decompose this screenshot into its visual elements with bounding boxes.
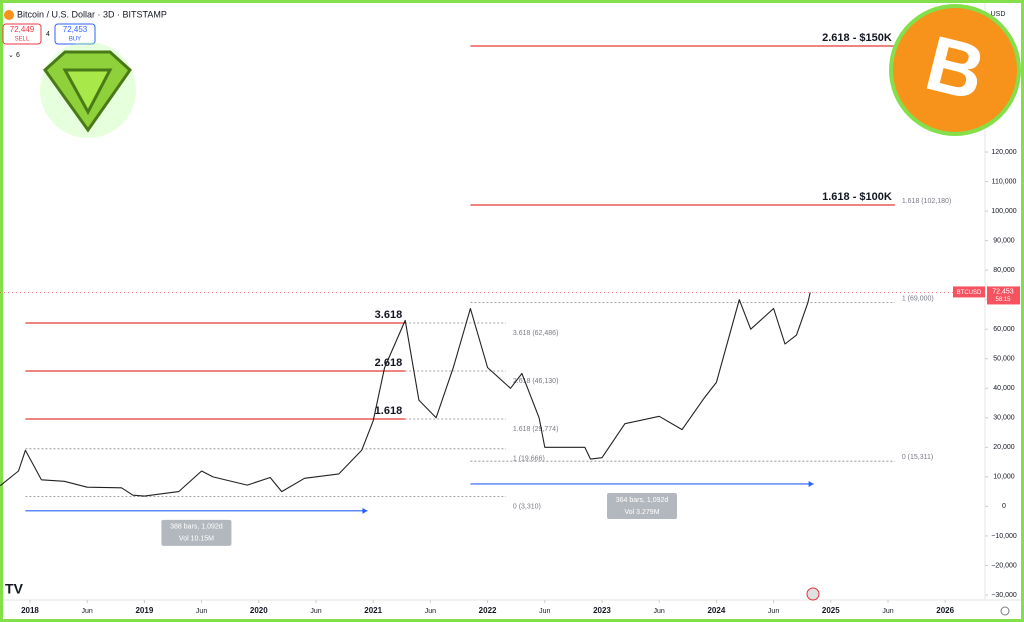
x-tick-label: Jun [82, 608, 93, 615]
x-tick-label: 2025 [822, 606, 840, 615]
x-tick-label: Jun [196, 608, 207, 615]
measure-label: Vol 10.15M [179, 536, 214, 543]
y-tick-label: 40,000 [993, 385, 1015, 392]
measure-arrow [362, 507, 368, 514]
sell-price: 72,449 [10, 25, 35, 34]
y-tick-label: −30,000 [991, 592, 1017, 599]
x-tick-label: Jun [539, 608, 550, 615]
target-label: 2.618 - $150K [822, 32, 892, 44]
indicator-toggle[interactable]: ⌄ [8, 52, 14, 59]
chart-title: Bitcoin / U.S. Dollar · 3D · BITSTAMP [17, 9, 167, 19]
x-tick-label: 2023 [593, 606, 611, 615]
symbol-icon [4, 10, 14, 20]
x-tick-label: 2020 [250, 606, 268, 615]
fib-label: 1.618 (29,774) [513, 426, 559, 433]
target-label: 3.618 [375, 309, 403, 321]
fib-label: 1 (69,000) [902, 295, 934, 302]
buy-label: BUY [69, 37, 81, 43]
y-tick-label: 100,000 [991, 208, 1016, 215]
bitcoin-logo: B [889, 4, 1021, 136]
last-price-box [987, 286, 1020, 305]
target-label: 1.618 [375, 405, 403, 417]
y-tick-label: 0 [1002, 503, 1006, 510]
x-tick-label: 2018 [21, 606, 39, 615]
last-price-name: BTCUSD [957, 290, 982, 296]
last-price-countdown: 58:15 [995, 297, 1011, 303]
x-tick-label: Jun [654, 608, 665, 615]
measure-arrow [808, 480, 814, 487]
measure-label: 388 bars, 1,092d [170, 524, 223, 531]
x-tick-label: 2026 [936, 606, 954, 615]
y-tick-label: 110,000 [992, 178, 1017, 185]
x-tick-label: Jun [882, 608, 893, 615]
fib-label: 0 (3,310) [513, 503, 541, 510]
buy-button[interactable] [54, 23, 96, 45]
tv-logo: TV [5, 581, 24, 597]
x-tick-label: 2022 [479, 606, 497, 615]
measure-box [161, 519, 232, 546]
gem-logo [40, 42, 136, 138]
y-tick-label: 10,000 [993, 474, 1015, 481]
price-line [0, 292, 811, 497]
x-tick-label: 2021 [364, 606, 382, 615]
last-price-label: 72,453 [992, 288, 1014, 295]
y-tick-label: 30,000 [993, 415, 1015, 422]
y-tick-label: −20,000 [991, 562, 1017, 569]
x-tick-label: 2024 [707, 606, 725, 615]
sell-label: SELL [15, 37, 30, 43]
y-tick-label: −10,000 [991, 533, 1017, 540]
x-tick-label: Jun [310, 608, 321, 615]
measure-label: 364 bars, 1,092d [616, 497, 669, 504]
y-tick-label: 20,000 [993, 444, 1015, 451]
y-tick-label: 80,000 [993, 267, 1015, 274]
currency: USD [991, 11, 1006, 18]
fib-label: 1.618 (102,180) [902, 198, 951, 205]
fib-label: 0 (15,311) [902, 454, 933, 461]
y-tick-label: 60,000 [993, 326, 1015, 333]
target-label: 1.618 - $100K [822, 191, 892, 203]
last-price-tag [953, 286, 985, 298]
y-tick-label: 90,000 [993, 237, 1015, 244]
fib-label: 3.618 (62,486) [513, 330, 559, 337]
spread: 4 [46, 31, 50, 38]
target-label: 2.618 [375, 357, 403, 369]
fib-label: 1 (19,666) [513, 456, 545, 463]
sell-button[interactable] [2, 23, 42, 45]
x-tick-label: Jun [768, 608, 779, 615]
fib-label: 2.618 (46,130) [513, 378, 559, 385]
y-tick-label: 120,000 [991, 149, 1016, 156]
buy-price: 72,453 [63, 25, 88, 34]
event-flag[interactable] [806, 587, 820, 601]
y-tick-label: 50,000 [993, 356, 1015, 363]
x-tick-label: Jun [425, 608, 436, 615]
settings-icon[interactable] [1000, 606, 1010, 616]
indicator-count: 6 [16, 52, 20, 59]
measure-label: Vol 3.279M [625, 509, 660, 516]
x-tick-label: 2019 [135, 606, 153, 615]
measure-box [607, 492, 678, 519]
